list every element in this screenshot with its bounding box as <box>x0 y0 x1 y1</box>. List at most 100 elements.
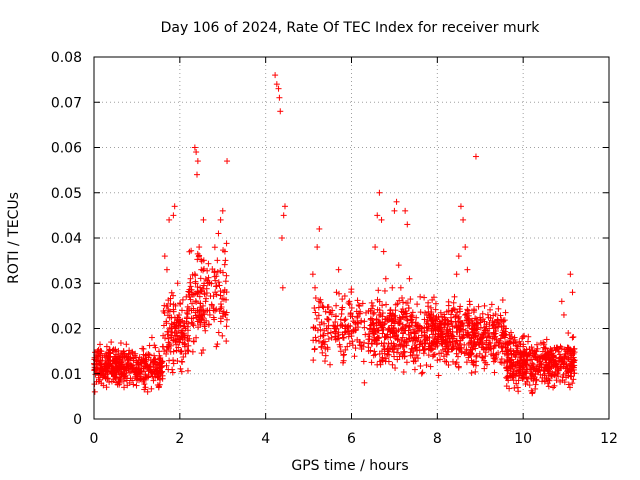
data-point <box>437 309 444 316</box>
data-point <box>213 273 220 280</box>
data-point <box>468 357 475 364</box>
data-point <box>327 329 334 336</box>
data-point <box>101 352 108 359</box>
data-point <box>172 302 179 309</box>
data-point <box>443 351 450 358</box>
data-point <box>376 312 383 319</box>
data-point <box>464 306 471 313</box>
data-point <box>347 310 354 317</box>
data-point <box>320 339 327 346</box>
data-point <box>339 296 346 303</box>
data-point <box>187 283 194 290</box>
data-point <box>181 343 188 350</box>
data-point <box>203 285 210 292</box>
data-point <box>384 327 391 334</box>
data-point <box>130 381 137 388</box>
data-point <box>515 361 522 368</box>
data-point <box>121 353 128 360</box>
data-point <box>188 247 195 254</box>
data-point <box>503 351 510 358</box>
data-point <box>533 341 540 348</box>
data-point <box>279 284 286 291</box>
data-point <box>176 311 183 318</box>
data-point <box>379 302 386 309</box>
data-point <box>569 289 576 296</box>
data-point <box>116 379 123 386</box>
data-point <box>479 310 486 317</box>
data-point <box>459 321 466 328</box>
data-point <box>406 275 413 282</box>
data-point <box>472 153 479 160</box>
data-point <box>515 377 522 384</box>
data-point <box>327 361 334 368</box>
data-point <box>130 357 137 364</box>
data-point <box>390 325 397 332</box>
data-point <box>210 293 217 300</box>
data-point <box>548 361 555 368</box>
data-point <box>98 380 105 387</box>
data-point <box>186 335 193 342</box>
data-point <box>183 314 190 321</box>
data-point <box>551 382 558 389</box>
data-point <box>176 316 183 323</box>
data-point <box>543 359 550 366</box>
x-tick-label: 0 <box>90 431 99 447</box>
data-point <box>126 347 133 354</box>
data-point <box>462 244 469 251</box>
data-point <box>138 363 145 370</box>
data-point <box>337 348 344 355</box>
data-point <box>389 284 396 291</box>
data-point <box>403 336 410 343</box>
data-point <box>146 366 153 373</box>
data-point <box>408 316 415 323</box>
data-point <box>453 350 460 357</box>
data-point <box>152 344 159 351</box>
data-point <box>428 318 435 325</box>
data-point <box>480 329 487 336</box>
data-point <box>163 362 170 369</box>
data-point <box>171 314 178 321</box>
data-point <box>516 370 523 377</box>
data-point <box>319 339 326 346</box>
data-point <box>503 364 510 371</box>
data-point <box>223 323 230 330</box>
data-point <box>205 274 212 281</box>
data-point <box>506 363 513 370</box>
data-point <box>443 328 450 335</box>
data-point <box>506 385 513 392</box>
data-point <box>148 385 155 392</box>
data-point <box>115 347 122 354</box>
data-point <box>563 363 570 370</box>
data-point <box>467 347 474 354</box>
data-point <box>390 311 397 318</box>
data-point <box>94 358 101 365</box>
data-point <box>352 320 359 327</box>
data-point <box>448 319 455 326</box>
data-point <box>375 287 382 294</box>
data-point <box>494 316 501 323</box>
data-point <box>401 353 408 360</box>
data-point <box>386 351 393 358</box>
data-point <box>463 346 470 353</box>
data-point <box>432 300 439 307</box>
data-point <box>176 322 183 329</box>
data-point <box>217 292 224 299</box>
data-point <box>427 363 434 370</box>
data-point <box>508 333 515 340</box>
data-point <box>490 358 497 365</box>
data-point <box>163 347 170 354</box>
data-point <box>353 308 360 315</box>
data-point <box>365 348 372 355</box>
data-point <box>491 343 498 350</box>
data-point <box>470 343 477 350</box>
data-point <box>567 271 574 278</box>
data-point <box>92 371 99 378</box>
data-point <box>177 365 184 372</box>
data-point <box>116 374 123 381</box>
data-point <box>345 333 352 340</box>
data-point <box>133 370 140 377</box>
data-point <box>546 354 553 361</box>
data-point <box>475 341 482 348</box>
data-point <box>567 384 574 391</box>
data-point <box>169 329 176 336</box>
